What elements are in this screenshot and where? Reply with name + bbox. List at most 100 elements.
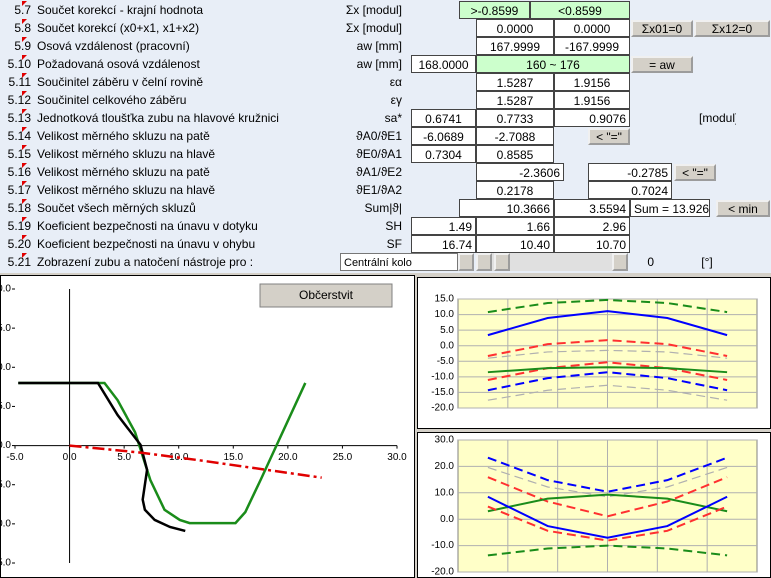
row-symbol: Sum|ϑ| (364, 201, 402, 215)
top-right-chart: -20.0 -15.0 -10.0 -5.0 0.0 5.0 10.0 15.0 (417, 277, 771, 429)
cell: 160 ~ 176 (476, 55, 630, 73)
cell: 1.9156 (554, 73, 630, 91)
button[interactable]: < min (716, 200, 770, 217)
row-label: Koeficient bezpečnosti na únavu v ohybu (37, 237, 256, 251)
cell: [°] (701, 255, 713, 269)
series-line (487, 349, 728, 359)
row-symbol: aw [mm] (356, 39, 402, 53)
row-symbol: εα (389, 75, 402, 89)
spreadsheet: 5.7 Součet korekcí - krajní hodnota Σx [mo… (0, 0, 771, 273)
cell: <0.8599 (530, 1, 630, 19)
row-label: Osová vzdálenost (pracovní) (37, 39, 190, 53)
row-label: Součinitel záběru v čelní rovině (37, 75, 204, 89)
series-line (487, 476, 728, 518)
cell: 3.5594 (554, 199, 630, 217)
y-tick-label: 0.0 (440, 340, 454, 351)
y-tick-label: 5.0 (440, 325, 454, 336)
cell: 10.40 (476, 235, 554, 253)
cell: 0.9076 (554, 109, 630, 127)
cell: 16.74 (411, 235, 476, 253)
scrollbar[interactable] (492, 253, 612, 271)
y-tick-label: 30.0 (435, 435, 455, 446)
row-number: 5.20 (0, 235, 31, 253)
y-tick-label: -10.0 (431, 540, 454, 551)
y-tick-label: 10.0 (435, 487, 455, 498)
cell: 2.96 (554, 217, 630, 235)
cell: 0.0000 (476, 19, 554, 37)
row-label: Velikost měrného skluzu na hlavě (37, 147, 216, 161)
row-label: Součet všech měrných skluzů (37, 201, 196, 215)
row-label: Zobrazení zubu a natočení nástroje pro : (37, 255, 254, 269)
cell: 0 (647, 255, 654, 269)
y-tick-label: 5.0 (0, 401, 11, 412)
button[interactable]: < "=" (674, 164, 716, 181)
y-tick-label: 15.0 (0, 323, 11, 334)
x-tick-label: 25.0 (333, 452, 353, 463)
row-symbol: Σx [modul] (345, 3, 402, 17)
scroll-left[interactable] (476, 253, 492, 271)
button[interactable]: Σx01=0 (631, 20, 693, 37)
row-symbol: ϑA1/ϑE2 (356, 165, 402, 179)
row-label: Požadovaná osová vzdálenost (37, 57, 200, 71)
row-number: 5.16 (0, 163, 31, 181)
row-number: 5.14 (0, 127, 31, 145)
button[interactable]: < "=" (588, 128, 630, 145)
cell: Sum = 13.926 (630, 199, 710, 217)
series-line (487, 456, 728, 493)
y-tick-label: 20.0 (435, 461, 455, 472)
input[interactable]: 168.0000 (411, 55, 476, 73)
button[interactable]: = aw (631, 56, 693, 73)
series-line (487, 384, 728, 401)
series-line (18, 381, 307, 525)
plot-area (15, 289, 397, 563)
row-label: Koeficient bezpečnosti na únavu v dotyku (37, 219, 258, 233)
cell: -0.2785 (588, 163, 672, 181)
y-tick-label: 0.0 (440, 514, 454, 525)
series-line (487, 361, 728, 381)
y-tick-label: 10.0 (435, 309, 455, 320)
row-number: 5.9 (0, 37, 31, 55)
dropdown-arrow[interactable] (458, 253, 474, 271)
refresh-button-label[interactable]: Občerstvit (299, 288, 354, 302)
y-tick-label: -5.0 (0, 479, 11, 490)
cell: 1.5287 (476, 91, 554, 109)
scroll-right[interactable] (612, 253, 628, 271)
row-symbol: aw [mm] (356, 57, 402, 71)
series-line (487, 371, 728, 392)
y-tick-label: -10.0 (0, 518, 11, 529)
row-number: 5.15 (0, 145, 31, 163)
dropdown[interactable]: Centrální kolo (340, 253, 458, 271)
cell: 1.66 (476, 217, 554, 235)
y-tick-label: -20.0 (431, 403, 454, 414)
row-number: 5.13 (0, 109, 31, 127)
y-tick-label: -20.0 (431, 567, 454, 578)
y-tick-label: 15.0 (435, 294, 455, 305)
series-line (487, 495, 728, 539)
cell: 10.3666 (459, 199, 554, 217)
x-tick-label: 5.0 (117, 452, 131, 463)
y-tick-label: 0.0 (0, 440, 11, 451)
row-label: Součet korekcí - krajní hodnota (37, 3, 204, 17)
row-number: 5.12 (0, 91, 31, 109)
series-line (69, 444, 322, 479)
button[interactable]: Σx12=0 (694, 20, 770, 37)
x-tick-label: -5.0 (6, 452, 24, 463)
cell: -2.7088 (476, 127, 554, 145)
row-label: Součinitel celkového záběru (37, 93, 187, 107)
refresh-button[interactable] (259, 283, 393, 308)
row-symbol: sa* (384, 111, 402, 125)
row-label: Velikost měrného skluzu na hlavě (37, 183, 216, 197)
bottom-right-chart: -20.0 -10.0 0.0 10.0 20.0 30.0 (417, 432, 771, 578)
x-tick-label: 15.0 (224, 452, 244, 463)
cell: 0.7304 (411, 145, 476, 163)
row-label: Jednotková tloušťka zubu na hlavové kruž… (37, 111, 279, 125)
cell: 0.0000 (554, 19, 630, 37)
scroll-thumb[interactable] (494, 253, 510, 271)
row-label: Součet korekcí (x0+x1, x1+x2) (37, 21, 200, 35)
series-line (487, 493, 728, 513)
row-label: Velikost měrného skluzu na patě (37, 165, 210, 179)
row-number: 5.7 (0, 1, 31, 19)
row-label: Velikost měrného skluzu na patě (37, 129, 210, 143)
cell: 0.6741 (411, 109, 476, 127)
